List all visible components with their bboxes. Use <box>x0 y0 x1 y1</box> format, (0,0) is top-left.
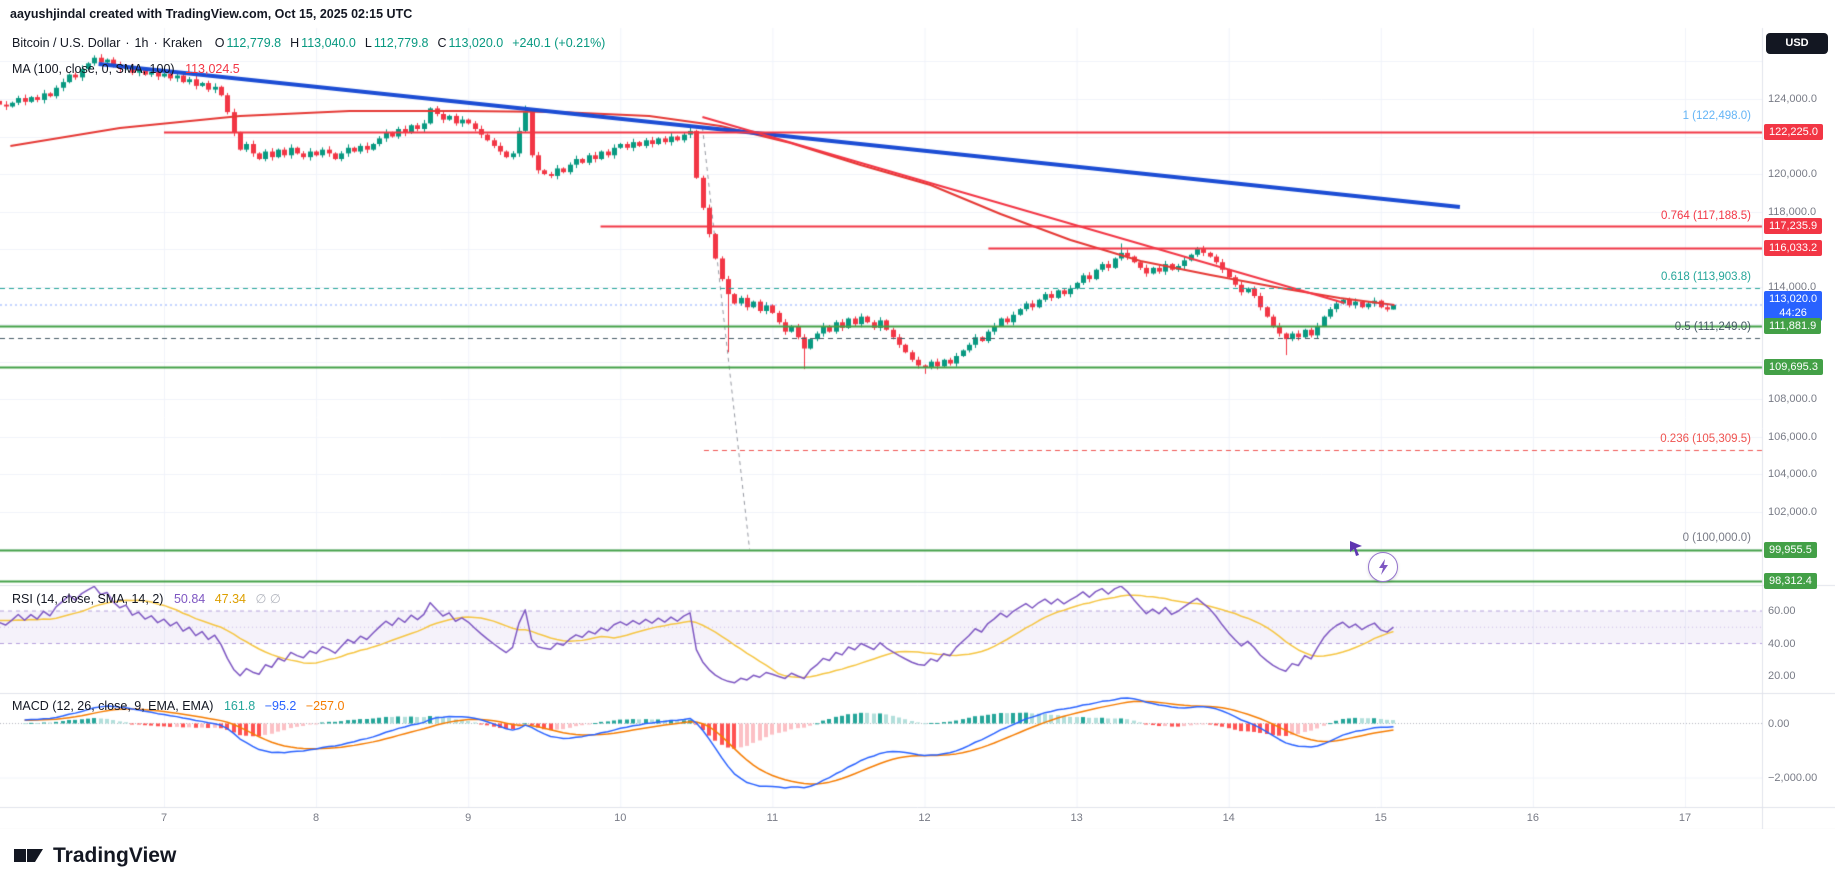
price-level-axis-label: 111,881.9 <box>1764 318 1822 335</box>
low-label: L <box>364 36 372 50</box>
fib-level-label: 1 (122,498.0) <box>1682 110 1751 123</box>
price-axis-label: 108,000.0 <box>1768 393 1817 406</box>
price-axis-label: 118,000.0 <box>1768 205 1817 218</box>
price-axis-label: 106,000.0 <box>1768 430 1817 443</box>
price-axis-label: 120,000.0 <box>1768 168 1817 181</box>
rsi-axis-label: 40.00 <box>1768 637 1796 650</box>
tradingview-logo-icon[interactable] <box>14 843 44 869</box>
time-axis-label: 14 <box>1222 812 1235 824</box>
time-axis-label: 9 <box>465 812 472 824</box>
tradingview-wordmark[interactable]: TradingView <box>53 844 177 867</box>
time-axis-label: 7 <box>160 812 168 824</box>
rsi-axis-label: 60.00 <box>1768 605 1796 617</box>
high-value: 113,040.0 <box>301 36 356 50</box>
high-label: H <box>290 36 300 50</box>
macd-line-value: −95.2 <box>264 699 297 713</box>
price-axis-label: 114,000.0 <box>1768 280 1817 293</box>
separator: · <box>153 36 158 50</box>
exchange-label: Kraken <box>162 36 203 50</box>
rsi-indicator-name: RSI (14, close, SMA, 14, 2) <box>12 592 164 606</box>
rsi-hidden-values: ∅ ∅ <box>255 592 281 606</box>
change-value: +240.1 (+0.21%) <box>512 36 606 50</box>
time-axis-label: 13 <box>1070 812 1083 824</box>
time-axis-label: 11 <box>766 812 779 824</box>
lightning-button[interactable] <box>1368 552 1398 582</box>
fib-level-label: 0.764 (117,188.5) <box>1661 209 1751 222</box>
symbol-title: Bitcoin / U.S. Dollar <box>12 36 121 50</box>
time-axis-label: 12 <box>918 812 931 824</box>
price-axis-label: 104,000.0 <box>1768 468 1817 481</box>
time-axis-label: 17 <box>1678 812 1692 824</box>
rsi-legend[interactable]: RSI (14, close, SMA, 14, 2) 50.84 47.34 … <box>12 591 281 606</box>
separator: · <box>125 36 130 50</box>
macd-indicator-name: MACD (12, 26, close, 9, EMA, EMA) <box>12 699 214 713</box>
ma-indicator-name: MA (100, close, 0, SMA, 100) <box>12 62 175 76</box>
ma-value: 113,024.5 <box>185 62 240 76</box>
fib-level-label: 0.5 (111,249.0) <box>1674 321 1751 334</box>
fib-level-label: 0 (100,000.0) <box>1682 532 1751 545</box>
current-price-axis-label: 113,020.0 44:26 <box>1764 291 1823 321</box>
ma-legend[interactable]: MA (100, close, 0, SMA, 100) 113,024.5 <box>12 62 240 76</box>
macd-signal-value: −257.0 <box>305 699 345 713</box>
macd-axis-label: −2,000.00 <box>1768 772 1818 784</box>
time-axis-label: 8 <box>313 812 320 824</box>
mouse-cursor-icon <box>1350 541 1366 563</box>
price-level-axis-label: 122,225.0 <box>1764 124 1823 141</box>
macd-legend[interactable]: MACD (12, 26, close, 9, EMA, EMA) 161.8 … <box>12 699 344 713</box>
low-value: 112,779.8 <box>373 36 429 50</box>
attribution-bar: aayushjindal created with TradingView.co… <box>0 0 1835 28</box>
rsi-value: 50.84 <box>173 592 206 606</box>
symbol-legend[interactable]: Bitcoin / U.S. Dollar · 1h · Kraken O 112,779… <box>12 36 605 50</box>
macd-histogram-value: 161.8 <box>223 699 256 713</box>
price-axis-label: 124,000.0 <box>1768 93 1817 105</box>
open-value: 112,779.8 <box>226 36 282 50</box>
time-axis-label: 16 <box>1526 812 1540 824</box>
candle-countdown: 44:26 <box>1779 307 1807 319</box>
price-level-axis-label: 117,235.9 <box>1764 217 1823 234</box>
price-level-axis-label: 116,033.2 <box>1764 240 1823 257</box>
macd-axis-label: 0.00 <box>1768 717 1790 730</box>
fib-level-label: 0.236 (105,309.5) <box>1660 432 1751 445</box>
attribution-text: aayushjindal created with TradingView.co… <box>10 7 413 21</box>
rsi-axis-label: 20.00 <box>1768 670 1796 682</box>
price-level-axis-label: 99,955.5 <box>1764 542 1817 559</box>
rsi-ma-value: 47.34 <box>214 592 246 606</box>
close-label: C <box>437 36 447 50</box>
time-axis-label: 15 <box>1374 812 1387 824</box>
close-value: 113,020.0 <box>448 36 504 50</box>
currency-usd-badge[interactable]: USD <box>1766 33 1828 54</box>
time-axis-label: 10 <box>614 812 627 824</box>
open-label: O <box>214 36 225 50</box>
price-level-axis-label: 98,312.4 <box>1764 572 1817 589</box>
price-axis-label: 102,000.0 <box>1768 505 1817 518</box>
interval-label: 1h <box>134 36 149 50</box>
lightning-icon <box>1378 559 1388 575</box>
footer-bar: TradingView <box>0 829 1835 883</box>
fib-level-label: 0.618 (113,903.8) <box>1661 271 1751 284</box>
price-level-axis-label: 109,695.3 <box>1764 359 1823 376</box>
